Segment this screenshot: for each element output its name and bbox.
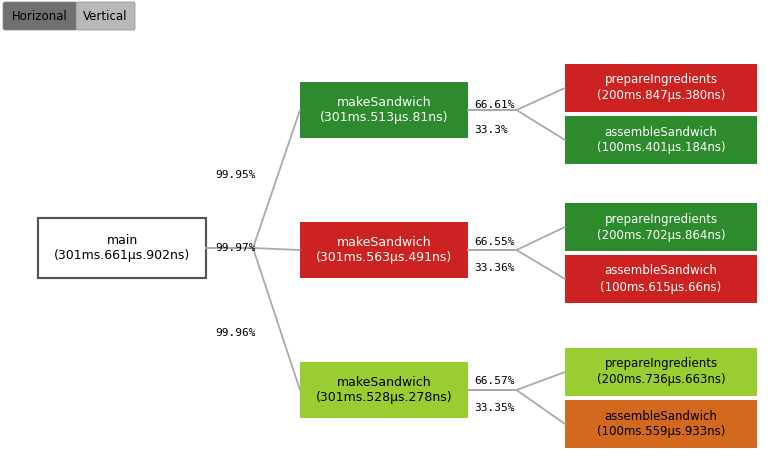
FancyBboxPatch shape xyxy=(565,116,757,164)
FancyBboxPatch shape xyxy=(565,348,757,396)
FancyBboxPatch shape xyxy=(300,362,468,418)
Text: prepareIngredients
(200ms.736μs.663ns): prepareIngredients (200ms.736μs.663ns) xyxy=(597,357,725,387)
Text: assembleSandwich
(100ms.401μs.184ns): assembleSandwich (100ms.401μs.184ns) xyxy=(597,125,725,154)
Text: makeSandwich
(301ms.528μs.278ns): makeSandwich (301ms.528μs.278ns) xyxy=(316,375,452,405)
Text: prepareIngredients
(200ms.702μs.864ns): prepareIngredients (200ms.702μs.864ns) xyxy=(597,212,725,242)
FancyBboxPatch shape xyxy=(565,64,757,112)
Text: makeSandwich
(301ms.513μs.81ns): makeSandwich (301ms.513μs.81ns) xyxy=(319,96,449,124)
Text: 99.97%: 99.97% xyxy=(215,243,256,253)
FancyBboxPatch shape xyxy=(565,203,757,251)
FancyBboxPatch shape xyxy=(565,255,757,303)
Text: 66.61%: 66.61% xyxy=(474,100,515,110)
Text: 33.35%: 33.35% xyxy=(474,403,515,413)
Text: 33.3%: 33.3% xyxy=(474,125,508,135)
Text: assembleSandwich
(100ms.559μs.933ns): assembleSandwich (100ms.559μs.933ns) xyxy=(597,409,725,439)
Text: Vertical: Vertical xyxy=(83,9,127,23)
FancyBboxPatch shape xyxy=(565,400,757,448)
Text: makeSandwich
(301ms.563μs.491ns): makeSandwich (301ms.563μs.491ns) xyxy=(316,236,452,265)
Text: Horizonal: Horizonal xyxy=(12,9,68,23)
Text: 66.55%: 66.55% xyxy=(474,237,515,247)
FancyBboxPatch shape xyxy=(3,2,77,30)
Text: 99.95%: 99.95% xyxy=(215,170,256,180)
Text: assembleSandwich
(100ms.615μs.66ns): assembleSandwich (100ms.615μs.66ns) xyxy=(601,265,722,293)
Text: prepareIngredients
(200ms.847μs.380ns): prepareIngredients (200ms.847μs.380ns) xyxy=(597,73,725,103)
FancyBboxPatch shape xyxy=(38,218,206,278)
FancyBboxPatch shape xyxy=(76,2,135,30)
FancyBboxPatch shape xyxy=(300,222,468,278)
Text: 33.36%: 33.36% xyxy=(474,263,515,273)
Text: main
(301ms.661μs.902ns): main (301ms.661μs.902ns) xyxy=(54,234,190,262)
FancyBboxPatch shape xyxy=(300,82,468,138)
Text: 99.96%: 99.96% xyxy=(215,328,256,338)
Text: 66.57%: 66.57% xyxy=(474,376,515,386)
